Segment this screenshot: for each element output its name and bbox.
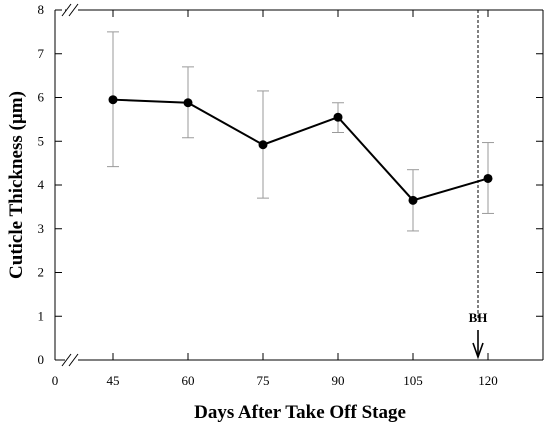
data-point <box>183 98 193 108</box>
x-axis-title: Days After Take Off Stage <box>194 402 406 423</box>
y-tick-label: 1 <box>38 308 45 323</box>
y-axis-title: Cuticle Thickness (µm) <box>6 91 27 279</box>
series-line <box>112 98 489 202</box>
y-tick-label: 7 <box>38 46 45 61</box>
y-tick-label: 3 <box>38 221 45 236</box>
y-tick-label: 8 <box>38 2 45 17</box>
bh-arrow-head <box>472 342 484 360</box>
data-point <box>108 95 118 105</box>
x-tick-label: 60 <box>182 373 195 388</box>
top-axis-break-mark <box>61 3 72 17</box>
data-point <box>408 195 418 205</box>
y-tick-label: 0 <box>38 352 45 367</box>
data-point <box>333 112 343 122</box>
x-axis-break-mark <box>61 353 72 367</box>
x-tick-label: 105 <box>403 373 423 388</box>
data-point <box>258 140 268 150</box>
x-tick-label: 0 <box>52 373 59 388</box>
data-point <box>483 173 493 183</box>
bh-label: BH <box>469 310 488 325</box>
x-axis-break-mark <box>68 353 79 367</box>
y-tick-label: 6 <box>38 90 45 105</box>
y-tick-label: 2 <box>38 265 45 280</box>
top-axis-break-mark <box>68 3 79 17</box>
x-tick-label: 120 <box>478 373 498 388</box>
y-tick-label: 4 <box>38 177 45 192</box>
x-tick-label: 75 <box>257 373 270 388</box>
x-tick-label: 45 <box>107 373 120 388</box>
x-tick-label: 90 <box>332 373 345 388</box>
y-tick-label: 5 <box>38 133 45 148</box>
